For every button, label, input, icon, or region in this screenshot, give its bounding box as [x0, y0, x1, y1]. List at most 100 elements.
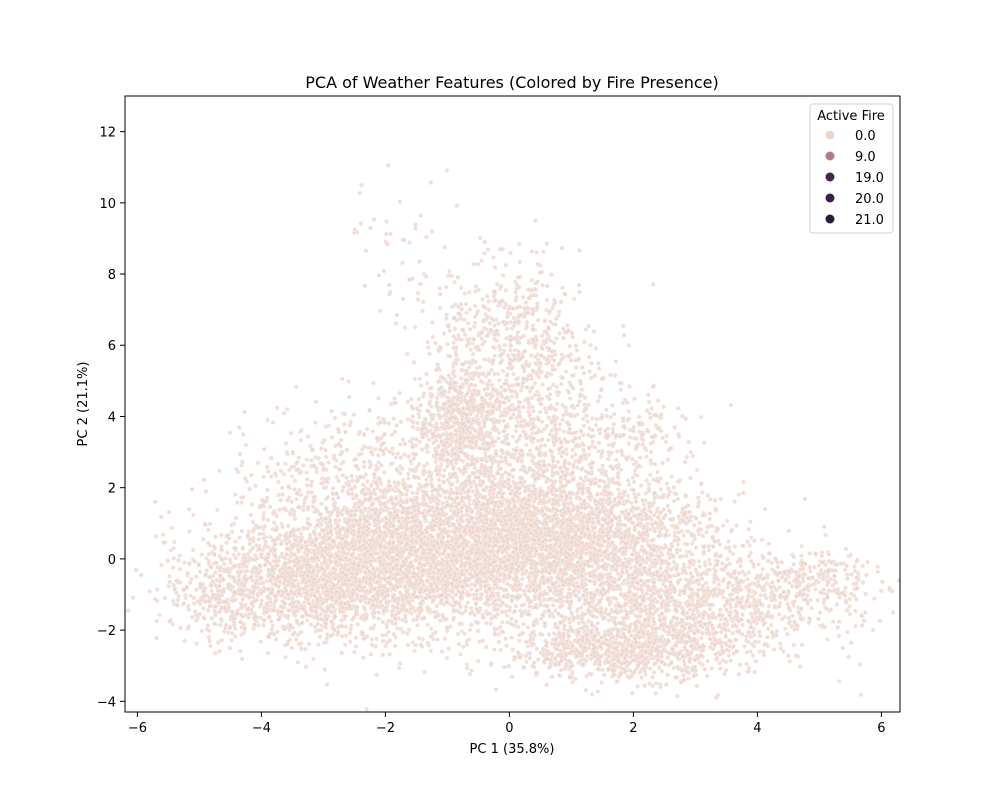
- data-point: [249, 472, 254, 478]
- data-point: [304, 618, 310, 623]
- data-point: [366, 487, 372, 492]
- data-point: [409, 498, 414, 503]
- data-point: [559, 494, 564, 499]
- data-point: [125, 608, 131, 613]
- data-point: [240, 597, 246, 602]
- data-point: [350, 536, 356, 541]
- data-point: [491, 522, 497, 528]
- data-point: [349, 473, 354, 479]
- data-point: [410, 504, 416, 509]
- data-point: [404, 508, 410, 514]
- data-point: [683, 492, 689, 498]
- data-point: [510, 647, 516, 652]
- data-point: [457, 651, 463, 657]
- data-point: [450, 589, 455, 595]
- data-point: [671, 498, 677, 504]
- data-point: [697, 520, 702, 526]
- data-point: [361, 531, 367, 537]
- data-point: [372, 491, 378, 497]
- data-point: [380, 632, 386, 638]
- data-point: [468, 605, 474, 611]
- data-point: [474, 592, 479, 597]
- data-point: [665, 503, 671, 509]
- data-point: [631, 479, 637, 485]
- data-point: [503, 636, 509, 642]
- data-point: [242, 409, 247, 415]
- data-point: [473, 601, 479, 607]
- data-point: [364, 706, 369, 712]
- data-point: [386, 479, 392, 484]
- data-point: [463, 604, 469, 610]
- data-point: [529, 562, 534, 568]
- data-point: [672, 538, 677, 543]
- data-point: [375, 452, 381, 458]
- data-point: [430, 496, 436, 502]
- data-point: [415, 622, 420, 628]
- data-point: [462, 537, 468, 543]
- data-point: [267, 504, 273, 510]
- data-point: [296, 641, 302, 647]
- data-point: [484, 620, 489, 626]
- data-point: [234, 500, 240, 506]
- data-point: [347, 630, 353, 636]
- data-point: [401, 505, 406, 511]
- data-point: [286, 495, 292, 501]
- data-point: [393, 501, 399, 507]
- data-point: [465, 591, 470, 597]
- data-point: [525, 625, 531, 630]
- data-point: [455, 495, 460, 501]
- data-point: [205, 527, 211, 533]
- data-point: [417, 561, 423, 567]
- data-point: [677, 477, 683, 483]
- data-point: [640, 498, 645, 503]
- data-point: [700, 489, 705, 495]
- data-point: [685, 503, 691, 508]
- data-point: [268, 474, 274, 479]
- data-point: [487, 611, 493, 616]
- data-point: [301, 525, 306, 531]
- data-point: [393, 496, 399, 502]
- data-point: [709, 523, 715, 529]
- data-point: [406, 476, 411, 481]
- data-point: [451, 553, 457, 559]
- data-point: [513, 619, 519, 624]
- data-point: [451, 521, 456, 527]
- data-point: [651, 512, 657, 518]
- data-point: [435, 637, 440, 643]
- data-point: [276, 492, 282, 498]
- data-point: [339, 512, 345, 517]
- data-point: [276, 479, 281, 485]
- data-point: [260, 531, 266, 537]
- data-point: [500, 600, 506, 606]
- data-point: [292, 516, 298, 522]
- data-point: [408, 484, 414, 489]
- data-point: [295, 659, 301, 665]
- data-point: [694, 467, 700, 473]
- data-point: [161, 540, 166, 546]
- data-point: [412, 558, 418, 563]
- data-point: [367, 493, 373, 498]
- data-point: [559, 613, 565, 619]
- data-point: [430, 513, 435, 519]
- data-point: [432, 523, 438, 528]
- data-point: [239, 528, 245, 534]
- data-point: [316, 642, 321, 647]
- data-point: [531, 468, 537, 474]
- data-point: [261, 536, 266, 541]
- data-point: [684, 541, 690, 547]
- data-point: [669, 474, 675, 479]
- data-point: [152, 499, 158, 505]
- data-point: [602, 554, 608, 560]
- data-point: [287, 511, 293, 517]
- data-point: [696, 558, 702, 564]
- data-point: [381, 470, 387, 475]
- data-point: [688, 514, 694, 520]
- data-point: [380, 619, 386, 625]
- data-point: [658, 487, 664, 492]
- data-point: [449, 537, 455, 543]
- data-point: [465, 600, 471, 605]
- data-point: [484, 516, 489, 522]
- data-point: [362, 506, 368, 511]
- data-point: [334, 491, 339, 497]
- data-point: [658, 566, 663, 571]
